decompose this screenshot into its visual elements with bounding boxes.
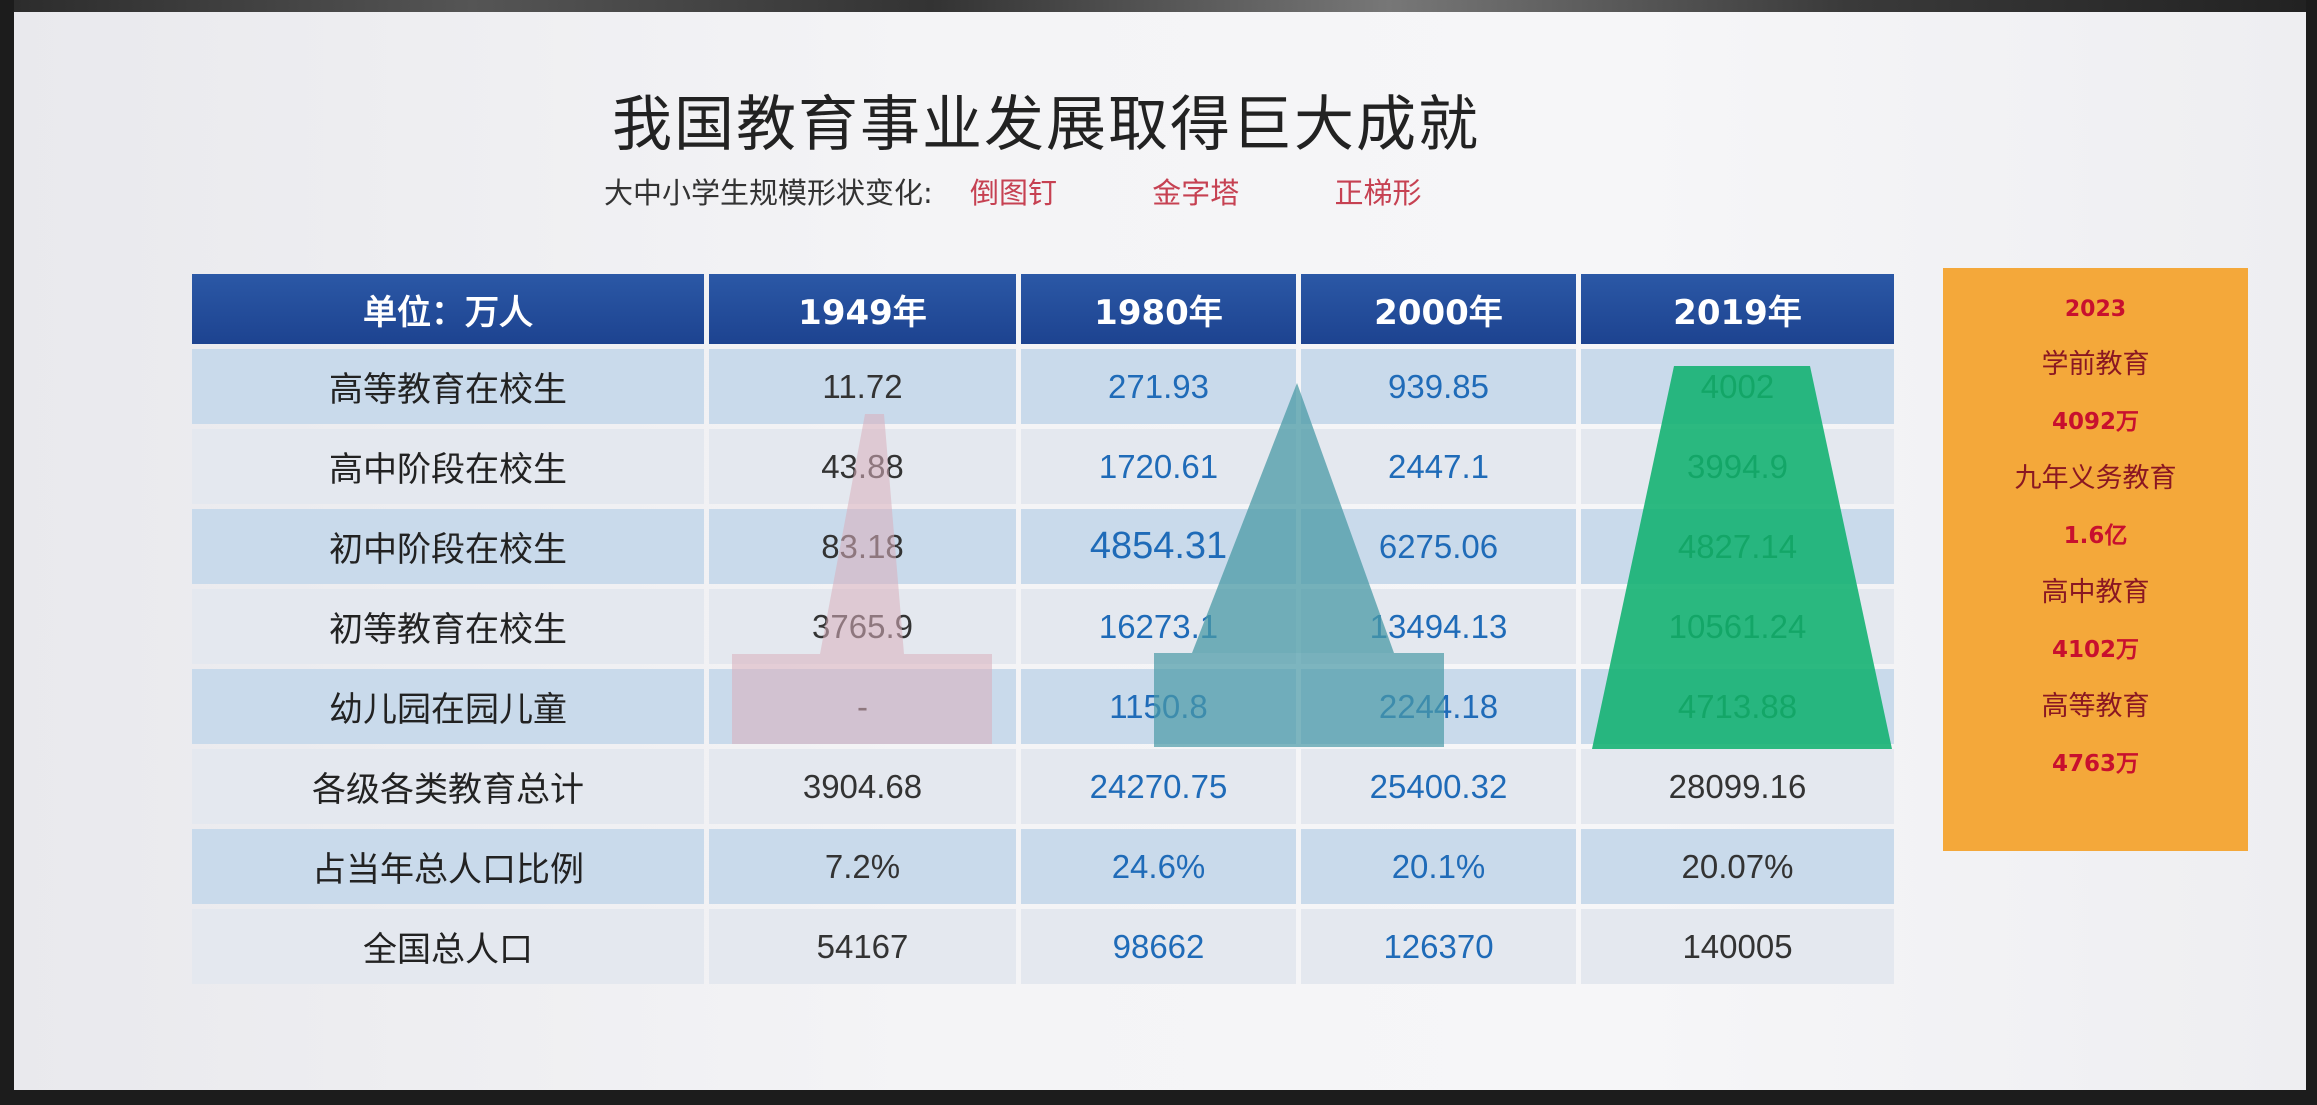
- education-table: 单位：万人 1949年 1980年 2000年 2019年 高等教育在校生 11…: [187, 269, 1899, 989]
- table-cell: 7.2%: [709, 829, 1016, 904]
- top-edge-strip: [14, 0, 2306, 12]
- row-label: 幼儿园在园儿童: [192, 669, 704, 744]
- sidebar-value: 4763万: [2051, 751, 2139, 777]
- table-cell: 16273.1: [1021, 589, 1296, 664]
- table-row: 初中阶段在校生 83.18 4854.31 6275.06 4827.14: [192, 509, 1894, 584]
- table-cell: 1720.61: [1021, 429, 1296, 504]
- table-cell: -: [709, 669, 1016, 744]
- header-1980: 1980年: [1021, 274, 1296, 344]
- table-cell: 2447.1: [1301, 429, 1576, 504]
- table-row: 高中阶段在校生 43.88 1720.61 2447.1 3994.9: [192, 429, 1894, 504]
- table-cell: 1150.8: [1021, 669, 1296, 744]
- table-cell: 939.85: [1301, 349, 1576, 424]
- sidebar-value: 4092万: [2051, 409, 2139, 435]
- row-label: 占当年总人口比例: [192, 829, 704, 904]
- table-cell: 24.6%: [1021, 829, 1296, 904]
- row-label: 各级各类教育总计: [192, 749, 704, 824]
- table-cell: 98662: [1021, 909, 1296, 984]
- table-cell: 13494.13: [1301, 589, 1576, 664]
- table-row: 幼儿园在园儿童 - 1150.8 2244.18 4713.88: [192, 669, 1894, 744]
- sidebar-value: 1.6亿: [2063, 523, 2128, 549]
- row-label: 初中阶段在校生: [192, 509, 704, 584]
- table-header-row: 单位：万人 1949年 1980年 2000年 2019年: [192, 274, 1894, 344]
- table-cell: 25400.32: [1301, 749, 1576, 824]
- shape-label-inverted-pin: 倒图钉: [970, 176, 1058, 210]
- shape-label-trapezoid: 正梯形: [1334, 176, 1422, 210]
- sidebar-category: 九年义务教育: [2014, 463, 2177, 494]
- row-label: 高等教育在校生: [192, 349, 704, 424]
- table-cell: 4002: [1581, 349, 1894, 424]
- row-label: 初等教育在校生: [192, 589, 704, 664]
- table-row: 初等教育在校生 3765.9 16273.1 13494.13 10561.24: [192, 589, 1894, 664]
- table-cell: 20.07%: [1581, 829, 1894, 904]
- table-cell: 140005: [1581, 909, 1894, 984]
- table-cell: 11.72: [709, 349, 1016, 424]
- sidebar-category: 高中教育: [2041, 577, 2150, 608]
- table-cell: 24270.75: [1021, 749, 1296, 824]
- sidebar-category: 高等教育: [2041, 691, 2150, 722]
- subtitle-label: 大中小学生规模形状变化:: [604, 176, 933, 210]
- table-cell: 3994.9: [1581, 429, 1894, 504]
- table-cell: 126370: [1301, 909, 1576, 984]
- table-row: 各级各类教育总计 3904.68 24270.75 25400.32 28099…: [192, 749, 1894, 824]
- table-cell: 54167: [709, 909, 1016, 984]
- shape-label-pyramid: 金字塔: [1152, 176, 1240, 210]
- row-label: 全国总人口: [192, 909, 704, 984]
- row-label: 高中阶段在校生: [192, 429, 704, 504]
- table-row: 占当年总人口比例 7.2% 24.6% 20.1% 20.07%: [192, 829, 1894, 904]
- slide-title: 我国教育事业发展取得巨大成就: [612, 90, 1480, 160]
- table-cell: 3904.68: [709, 749, 1016, 824]
- table-cell: 2244.18: [1301, 669, 1576, 744]
- table-cell: 10561.24: [1581, 589, 1894, 664]
- table-cell: 6275.06: [1301, 509, 1576, 584]
- table-cell: 271.93: [1021, 349, 1296, 424]
- table-cell: 43.88: [709, 429, 1016, 504]
- slide-subtitle: 大中小学生规模形状变化: 倒图钉 金字塔 正梯形: [604, 170, 1507, 212]
- header-2019: 2019年: [1581, 274, 1894, 344]
- table-cell: 4854.31: [1021, 509, 1296, 584]
- table-cell: 3765.9: [709, 589, 1016, 664]
- header-1949: 1949年: [709, 274, 1016, 344]
- table-cell: 4713.88: [1581, 669, 1894, 744]
- header-2000: 2000年: [1301, 274, 1576, 344]
- table-cell: 20.1%: [1301, 829, 1576, 904]
- slide: 我国教育事业发展取得巨大成就 大中小学生规模形状变化: 倒图钉 金字塔 正梯形 …: [14, 0, 2306, 1090]
- sidebar-year: 2023: [2064, 297, 2127, 322]
- table-cell: 4827.14: [1581, 509, 1894, 584]
- header-unit: 单位：万人: [192, 274, 704, 344]
- table-cell: 28099.16: [1581, 749, 1894, 824]
- table-row: 高等教育在校生 11.72 271.93 939.85 4002: [192, 349, 1894, 424]
- table-cell: 83.18: [709, 509, 1016, 584]
- sidebar-value: 4102万: [2051, 637, 2139, 663]
- sidebar-category: 学前教育: [2041, 349, 2150, 380]
- sidebar-2023-panel: 2023 学前教育 4092万 九年义务教育 1.6亿 高中教育 4102万 高…: [1943, 268, 2248, 851]
- table-row: 全国总人口 54167 98662 126370 140005: [192, 909, 1894, 984]
